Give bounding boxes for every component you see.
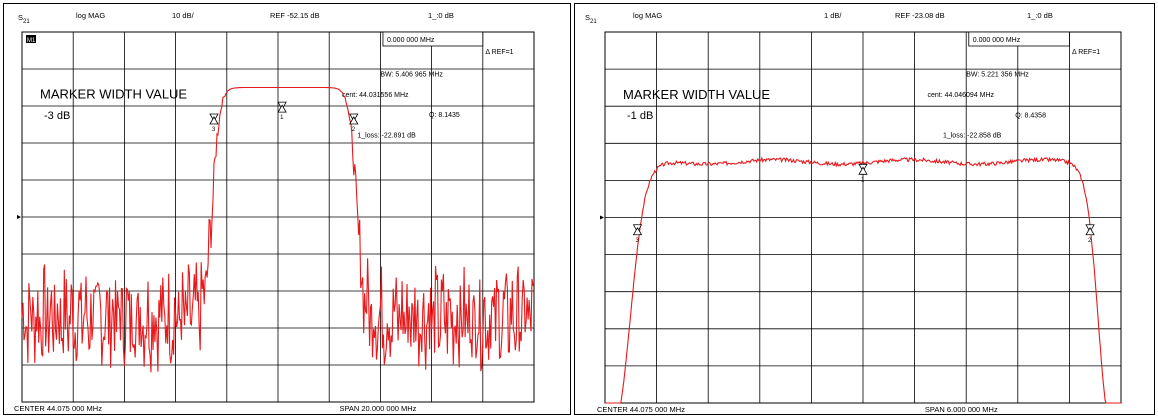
marker-number-3: 3 — [212, 127, 216, 133]
marker-readout: 1_:0 dB — [1027, 11, 1053, 20]
marker-triangle-lower-3 — [209, 116, 219, 125]
marker-triangle-lower-3 — [632, 226, 643, 236]
center-frequency: CENTER 44.075 000 MHz — [14, 404, 102, 413]
insertion-loss-value: 1_loss: -22.891 dB — [357, 132, 416, 139]
marker-number-2: 2 — [1088, 238, 1092, 244]
marker-frequency: 0.000 000 MHz — [387, 37, 435, 44]
s21-chart-right: S21 log MAG 1 dB/REF -23.08 dB 1_:0 dB 0.000… — [585, 11, 1122, 414]
span-frequency: SPAN 20.000 000 MHz — [339, 404, 416, 413]
marker-width-level: -1 dB — [627, 110, 653, 122]
marker-width-title: MARKER WIDTH VALUE — [623, 87, 770, 102]
reference-marker-label: Δ REF=1 — [1072, 49, 1100, 56]
span-frequency: SPAN 6.000 000 MHz — [925, 405, 998, 414]
reference-position-tick — [17, 215, 21, 219]
marker-width-title: MARKER WIDTH VALUE — [40, 87, 187, 102]
center-value: cent: 44.046094 MHz — [928, 92, 995, 99]
bandwidth-value: BW: 5.406 965 MHz — [380, 71, 443, 78]
analyzer-panel-left: S21 log MAG 10 dB/REF -52.15 dB 1_:0 dB M1 0.… — [3, 3, 571, 415]
marker-readout: 1_:0 dB — [428, 11, 454, 20]
param-label: S21 — [585, 13, 597, 25]
bandwidth-value: BW: 5.221 356 MHz — [966, 72, 1029, 79]
marker-triangle-lower-2 — [1085, 226, 1095, 236]
center-value: cent: 44.031556 MHz — [342, 92, 409, 99]
reference-marker-label: Δ REF=1 — [485, 49, 513, 56]
marker-frequency-box — [968, 31, 1070, 47]
marker-triangle-lower-1 — [277, 104, 287, 113]
trace-line — [605, 156, 1121, 404]
marker-triangle-lower-2 — [349, 116, 359, 125]
marker-width-level: -3 dB — [44, 110, 70, 122]
marker-triangle-lower-1 — [858, 166, 868, 175]
marker-number-1: 1 — [280, 115, 284, 121]
format-label: log MAG — [633, 11, 662, 20]
marker-number-1: 1 — [861, 177, 865, 183]
analyzer-panel-right: S21 log MAG 1 dB/REF -23.08 dB 1_:0 dB 0.000… — [574, 3, 1155, 415]
q-value: Q: 8.1435 — [429, 112, 460, 119]
s21-chart-left: S21 log MAG 10 dB/REF -52.15 dB 1_:0 dB M1 0.… — [14, 11, 535, 413]
marker-number-3: 3 — [636, 238, 640, 244]
marker-active-label: M1 — [27, 38, 36, 44]
marker-frequency-box — [382, 31, 484, 47]
trace-line — [21, 86, 535, 373]
scale-label: 1 dB/ — [824, 11, 842, 20]
scale-label: 10 dB/ — [172, 11, 195, 20]
marker-frequency: 0.000 000 MHz — [973, 37, 1021, 44]
reference-position-tick — [600, 215, 604, 220]
param-label: S21 — [18, 13, 30, 25]
insertion-loss-value: 1_loss: -22.858 dB — [943, 133, 1002, 140]
reference-label: REF -52.15 dB — [270, 11, 320, 20]
q-value: Q: 8.4358 — [1015, 112, 1046, 119]
reference-label: REF -23.08 dB — [895, 11, 945, 20]
marker-active-box — [26, 35, 36, 43]
center-frequency: CENTER 44.075 000 MHz — [597, 405, 685, 414]
marker-number-2: 2 — [352, 127, 356, 133]
format-label: log MAG — [76, 11, 105, 20]
